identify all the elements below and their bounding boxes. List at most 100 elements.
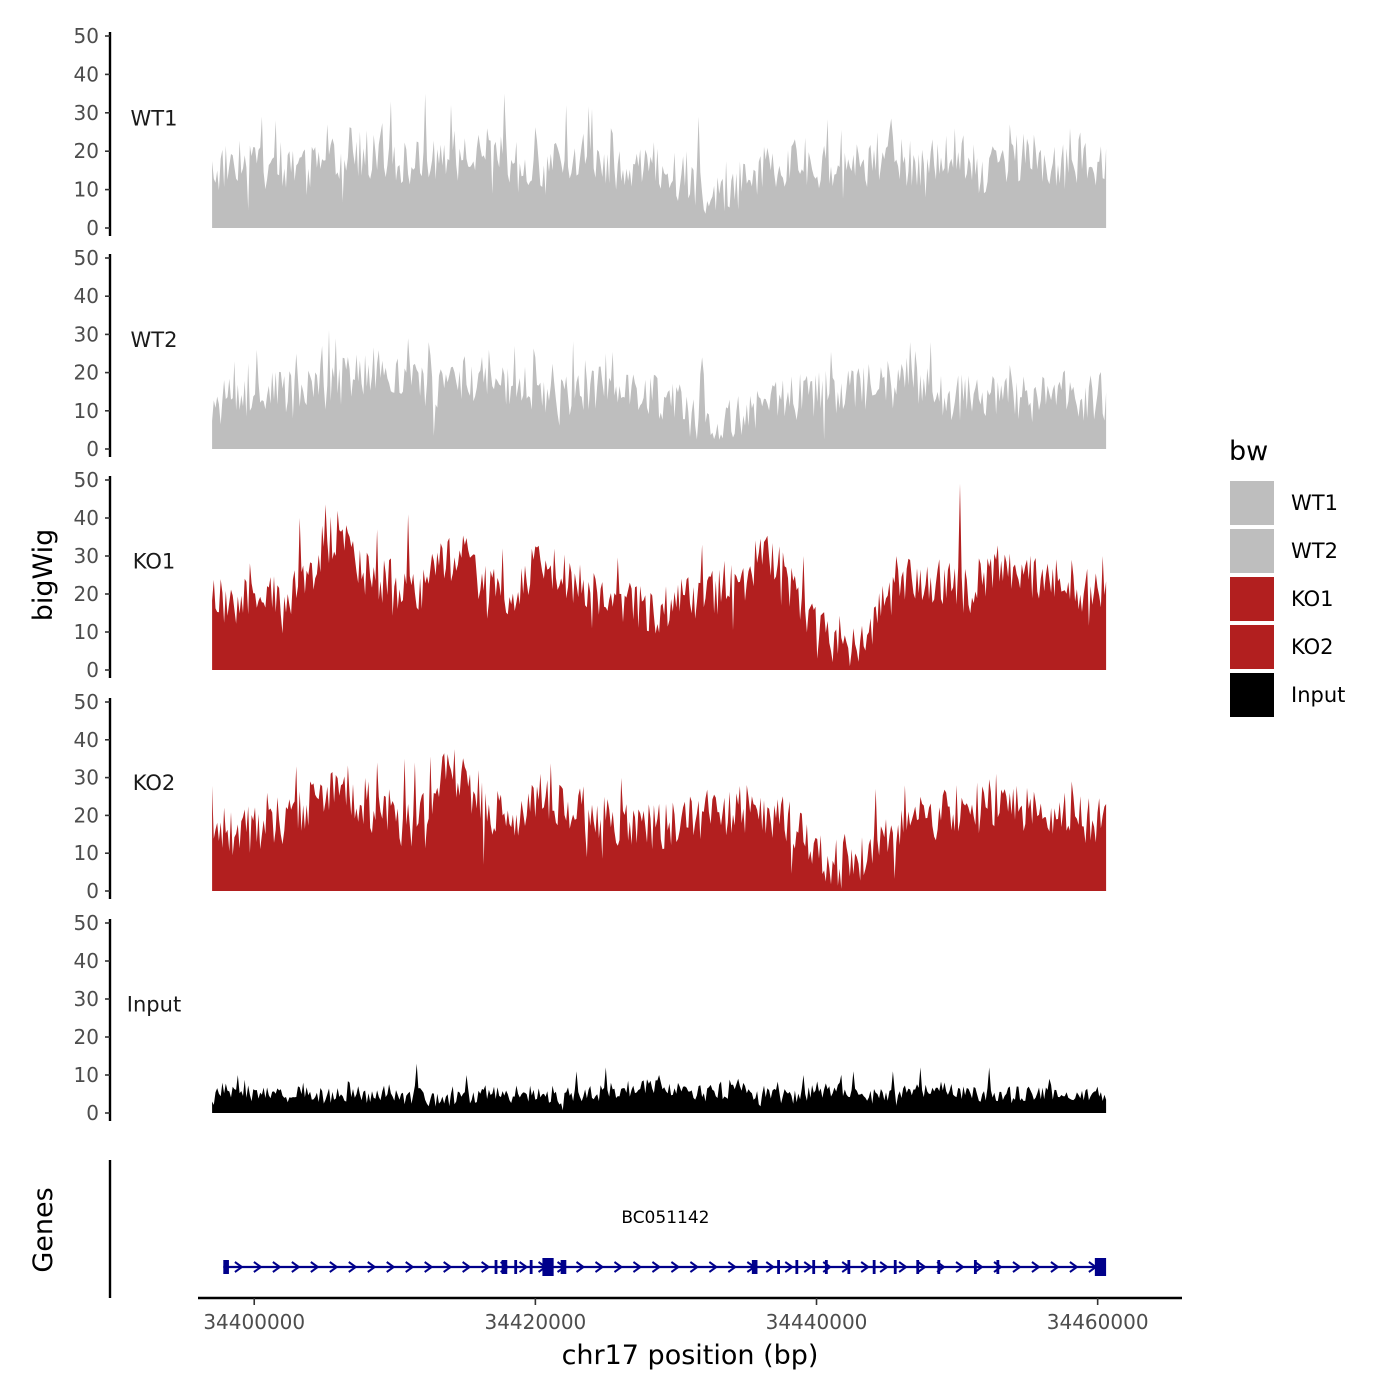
y-tick-label: 10 bbox=[74, 841, 99, 865]
x-tick-label: 34400000 bbox=[203, 1310, 305, 1334]
y-tick-label: 10 bbox=[74, 620, 99, 644]
track-label-ko2: KO2 bbox=[133, 771, 176, 795]
strand-arrow bbox=[993, 1261, 1003, 1273]
strand-arrow bbox=[670, 1261, 681, 1273]
y-tick-label: 0 bbox=[86, 658, 99, 682]
strand-arrow bbox=[518, 1261, 529, 1273]
y-tick-label: 30 bbox=[74, 322, 99, 346]
track-input: 0 10 20 30 40 50 Input bbox=[74, 911, 1107, 1125]
strand-arrow bbox=[974, 1261, 984, 1273]
track-ko1: 0 10 20 30 40 50 KO1 bbox=[74, 468, 1107, 682]
track-label-wt1: WT1 bbox=[131, 107, 178, 131]
gene-exon bbox=[824, 1260, 828, 1274]
strand-arrow bbox=[348, 1261, 358, 1273]
legend-title: bw bbox=[1229, 436, 1268, 467]
signal-area-wt1 bbox=[212, 93, 1107, 228]
x-axis-title: chr17 position (bp) bbox=[562, 1340, 819, 1371]
strand-arrow bbox=[1031, 1261, 1041, 1273]
gene-exon bbox=[223, 1260, 229, 1274]
strand-arrow bbox=[329, 1261, 339, 1273]
strand-arrow bbox=[291, 1261, 301, 1273]
strand-arrow bbox=[727, 1261, 738, 1273]
gene-exon bbox=[893, 1260, 897, 1274]
legend-swatch bbox=[1228, 671, 1276, 719]
gene-exon bbox=[937, 1260, 941, 1274]
y-tick-label: 40 bbox=[74, 62, 99, 86]
y-tick-label: 0 bbox=[86, 879, 99, 903]
legend-swatch bbox=[1228, 527, 1276, 575]
legend-label: WT1 bbox=[1291, 491, 1338, 515]
y-tick-label: 40 bbox=[74, 728, 99, 752]
y-tick-label: 10 bbox=[74, 399, 99, 423]
legend-entry-wt2: WT2 bbox=[1228, 527, 1338, 575]
track-label-input: Input bbox=[127, 993, 181, 1017]
y-tick-label: 20 bbox=[74, 803, 99, 827]
strand-arrow bbox=[386, 1261, 396, 1273]
strand-arrow bbox=[765, 1261, 775, 1273]
strand-arrow bbox=[689, 1261, 700, 1273]
y-tick-label: 10 bbox=[74, 1063, 99, 1087]
gene-exon bbox=[777, 1260, 780, 1274]
track-wt1: 0 10 20 30 40 50 WT1 bbox=[74, 24, 1107, 240]
y-tick-label: 50 bbox=[74, 911, 99, 935]
y-tick-label: 40 bbox=[74, 506, 99, 530]
y-axis-title: bigWig bbox=[28, 529, 59, 622]
gene-exon bbox=[996, 1260, 1000, 1274]
legend-entry-ko1: KO1 bbox=[1228, 575, 1334, 623]
y-tick-label: 40 bbox=[74, 949, 99, 973]
strand-arrow bbox=[443, 1261, 453, 1273]
genes-axis-title: Genes bbox=[28, 1187, 59, 1272]
x-axis: 34400000 34420000 34440000 34460000 bbox=[198, 1296, 1182, 1334]
strand-arrow bbox=[1050, 1261, 1060, 1273]
strand-arrow bbox=[917, 1261, 927, 1273]
strand-arrow bbox=[481, 1261, 491, 1273]
x-tick-label: 34460000 bbox=[1047, 1310, 1149, 1334]
gene-exon bbox=[514, 1260, 518, 1274]
strand-arrow bbox=[613, 1261, 624, 1273]
track-ko2: 0 10 20 30 40 50 KO2 bbox=[74, 690, 1107, 903]
y-tick-label: 20 bbox=[74, 1025, 99, 1049]
gene-exon bbox=[501, 1260, 508, 1274]
strand-arrow bbox=[708, 1261, 719, 1273]
strand-arrow bbox=[955, 1261, 965, 1273]
legend-label: KO2 bbox=[1291, 635, 1334, 659]
y-tick-label: 30 bbox=[74, 544, 99, 568]
bigwig-tracks: 0 10 20 30 40 50 WT1 0 10 20 30 40 50 WT2 0 10 20 30 40 50 K… bbox=[74, 24, 1107, 1125]
gene-exon bbox=[1094, 1258, 1107, 1276]
gene-exon bbox=[973, 1260, 977, 1274]
y-tick-label: 10 bbox=[74, 178, 99, 202]
strand-arrow bbox=[462, 1261, 472, 1273]
legend-entry-input: Input bbox=[1228, 671, 1345, 719]
y-tick-label: 50 bbox=[74, 24, 99, 48]
signal-area-wt2 bbox=[212, 330, 1107, 449]
y-tick-label: 50 bbox=[74, 690, 99, 714]
strand-arrow bbox=[253, 1261, 263, 1273]
gene-exon bbox=[494, 1260, 498, 1274]
strand-arrow bbox=[1012, 1261, 1022, 1273]
strand-arrow bbox=[310, 1261, 320, 1273]
signal-area-ko1 bbox=[212, 483, 1107, 670]
y-tick-label: 50 bbox=[74, 246, 99, 270]
y-tick-label: 50 bbox=[74, 468, 99, 492]
strand-arrow bbox=[784, 1261, 794, 1273]
gene-exon bbox=[542, 1258, 554, 1276]
y-tick-label: 0 bbox=[86, 1101, 99, 1125]
gene-name-label: BC051142 bbox=[621, 1208, 709, 1228]
track-wt2: 0 10 20 30 40 50 WT2 bbox=[74, 246, 1107, 461]
gene-exon bbox=[529, 1260, 533, 1274]
strand-arrow bbox=[405, 1261, 415, 1273]
track-label-ko1: KO1 bbox=[133, 550, 176, 574]
legend-entry-ko2: KO2 bbox=[1228, 623, 1334, 671]
gene-exon bbox=[872, 1260, 876, 1274]
gene-exon bbox=[916, 1260, 920, 1274]
y-tick-label: 40 bbox=[74, 284, 99, 308]
y-tick-label: 0 bbox=[86, 437, 99, 461]
legend-swatch bbox=[1228, 575, 1276, 623]
strand-arrow bbox=[879, 1261, 889, 1273]
gene-exon bbox=[847, 1260, 851, 1274]
gene-exon bbox=[795, 1260, 799, 1274]
y-tick-label: 20 bbox=[74, 582, 99, 606]
gene-exon bbox=[812, 1260, 816, 1274]
signal-area-ko2 bbox=[212, 749, 1107, 891]
legend-swatch bbox=[1228, 623, 1276, 671]
